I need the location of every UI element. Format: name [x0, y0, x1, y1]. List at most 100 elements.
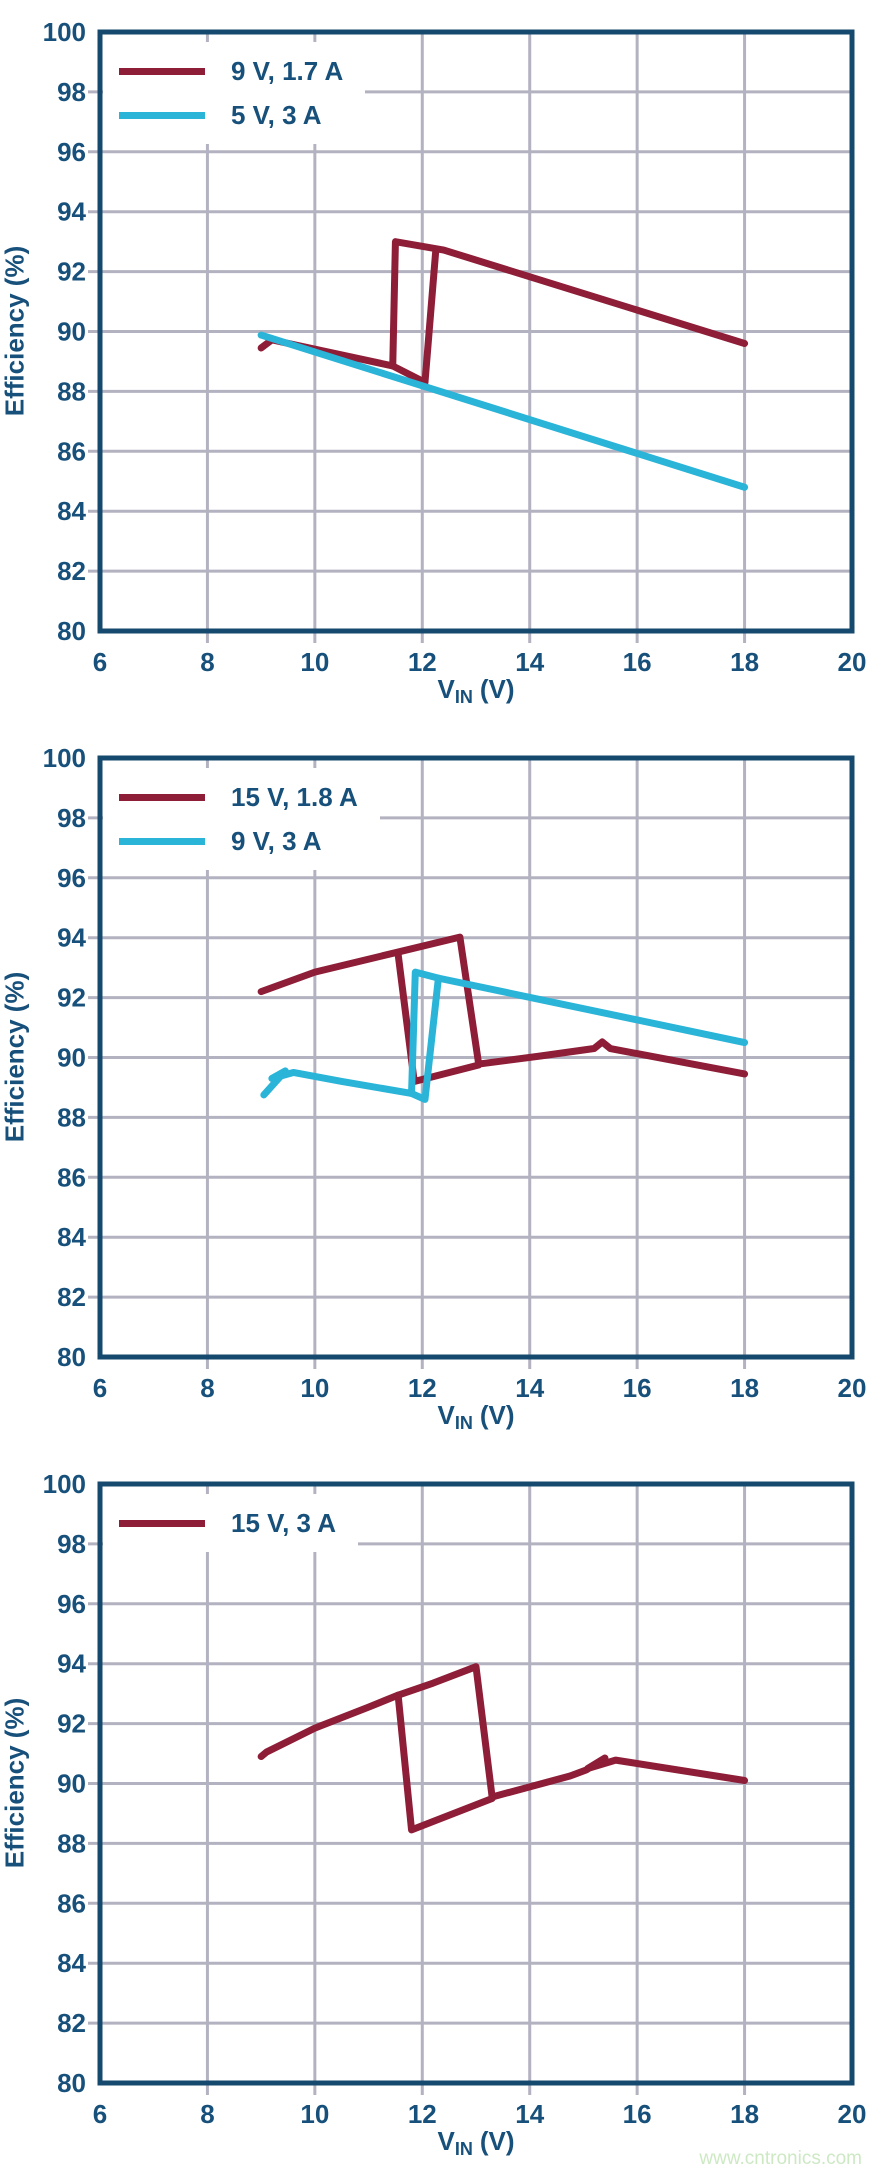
legend-label: 5 V, 3 A	[231, 99, 322, 130]
x-tick-label: 14	[515, 2099, 544, 2129]
chart-1-plot: 80 82 84 86 88 90 92 94 96 98 100 6 8 10 12 14 16 18 20	[43, 17, 867, 677]
x-tick-label: 10	[300, 1373, 329, 1403]
x-tick-label: 20	[838, 647, 867, 677]
y-tick-label: 86	[57, 1162, 86, 1192]
y-tick-label: 96	[57, 863, 86, 893]
x-tick-label: 18	[730, 2099, 759, 2129]
x-axis-label-main: V	[437, 2126, 455, 2156]
x-axis-label-main: V	[437, 674, 455, 704]
series-line	[408, 974, 442, 1103]
x-tick-label: 12	[408, 1373, 437, 1403]
chart-3-plot: 80 82 84 86 88 90 92 94 96 98 100 6 8 10 12 14 16 18 20	[43, 1469, 867, 2129]
x-axis-label-sub: IN	[454, 2139, 473, 2159]
x-tick-label: 20	[838, 2099, 867, 2129]
legend-swatch-red	[119, 67, 205, 75]
watermark: www.cntronics.com	[699, 2148, 862, 2169]
series-line	[389, 238, 749, 370]
y-tick-label: 94	[57, 923, 86, 953]
x-tick-label: 6	[93, 1373, 107, 1403]
series-line	[257, 933, 749, 1078]
plot-border	[97, 1481, 855, 2086]
x-tick-label: 8	[200, 647, 214, 677]
legend-label: 9 V, 3 A	[231, 825, 322, 856]
legend-item: 9 V, 3 A	[119, 820, 358, 862]
legend-swatch-red	[119, 793, 205, 801]
y-tick-label: 94	[57, 197, 86, 227]
x-tick-label: 14	[515, 1373, 544, 1403]
y-tick-label: 92	[57, 1709, 86, 1739]
y-tick-label: 92	[57, 983, 86, 1013]
x-tick-label: 16	[623, 647, 652, 677]
y-axis-label: Efficiency (%)	[0, 971, 30, 1143]
y-axis-label: Efficiency (%)	[0, 1697, 30, 1869]
legend-swatch-cyan	[119, 111, 205, 119]
x-tick-label: 12	[408, 647, 437, 677]
x-tick-label: 14	[515, 647, 544, 677]
chart-2: 80 82 84 86 88 90 92 94 96 98 100 6 8 10 12 14 16 18 20 Ef…	[0, 726, 875, 1452]
x-tick-label: 6	[93, 647, 107, 677]
plot-border	[97, 755, 855, 1360]
chart-3: 80 82 84 86 88 90 92 94 96 98 100 6 8 10 12 14 16 18 20 Ef…	[0, 1452, 875, 2178]
y-tick-label: 84	[57, 496, 86, 526]
x-tick-label: 18	[730, 647, 759, 677]
y-tick-label: 86	[57, 1888, 86, 1918]
y-tick-label: 88	[57, 1828, 86, 1858]
legend: 15 V, 1.8 A 9 V, 3 A	[103, 768, 380, 870]
x-axis-label: VIN (V)	[437, 674, 514, 708]
y-tick-label: 90	[57, 317, 86, 347]
legend-item: 9 V, 1.7 A	[119, 50, 343, 92]
series-line	[260, 968, 749, 1099]
y-tick-label: 88	[57, 376, 86, 406]
legend-label: 15 V, 3 A	[231, 1507, 337, 1538]
legend-item: 15 V, 3 A	[119, 1502, 336, 1544]
y-tick-label: 80	[57, 616, 86, 646]
legend-label: 15 V, 1.8 A	[231, 781, 358, 812]
plot-border	[97, 29, 855, 634]
x-tick-label: 10	[300, 2099, 329, 2129]
y-tick-label: 100	[43, 1469, 86, 1499]
x-tick-label: 8	[200, 1373, 214, 1403]
x-axis-label-sub: IN	[454, 1413, 473, 1433]
x-axis-label-sub: IN	[454, 687, 473, 707]
legend-item: 5 V, 3 A	[119, 94, 343, 136]
y-tick-label: 86	[57, 436, 86, 466]
y-tick-label: 98	[57, 77, 86, 107]
y-tick-label: 94	[57, 1649, 86, 1679]
legend: 15 V, 3 A	[103, 1494, 359, 1552]
series-line	[394, 1691, 496, 1834]
y-tick-label: 82	[57, 1282, 86, 1312]
x-tick-label: 10	[300, 647, 329, 677]
y-tick-label: 90	[57, 1769, 86, 1799]
legend-swatch-cyan	[119, 837, 205, 845]
y-tick-label: 82	[57, 2008, 86, 2038]
chart-2-plot: 80 82 84 86 88 90 92 94 96 98 100 6 8 10 12 14 16 18 20	[43, 743, 867, 1403]
x-tick-label: 12	[408, 2099, 437, 2129]
y-tick-label: 100	[43, 743, 86, 773]
x-tick-label: 8	[200, 2099, 214, 2129]
legend-item: 15 V, 1.8 A	[119, 776, 358, 818]
chart-1: 80 82 84 86 88 90 92 94 96 98 100 6 8 10 12 14 16 18 20 Ef…	[0, 0, 875, 726]
legend-swatch-red	[119, 1519, 205, 1527]
y-tick-label: 92	[57, 257, 86, 287]
y-tick-label: 98	[57, 803, 86, 833]
x-tick-label: 6	[93, 2099, 107, 2129]
y-tick-label: 100	[43, 17, 86, 47]
y-tick-label: 96	[57, 137, 86, 167]
legend-label: 9 V, 1.7 A	[231, 55, 344, 86]
x-axis-label: VIN (V)	[437, 1400, 514, 1434]
y-tick-label: 80	[57, 1342, 86, 1372]
x-axis-label-main: V	[437, 1400, 455, 1430]
y-tick-label: 84	[57, 1222, 86, 1252]
x-tick-label: 16	[623, 2099, 652, 2129]
x-tick-label: 20	[838, 1373, 867, 1403]
x-axis-label-unit: (V)	[479, 1400, 515, 1430]
y-tick-label: 82	[57, 556, 86, 586]
x-tick-label: 16	[623, 1373, 652, 1403]
legend: 9 V, 1.7 A 5 V, 3 A	[103, 42, 366, 144]
y-tick-label: 84	[57, 1948, 86, 1978]
y-axis-label: Efficiency (%)	[0, 245, 30, 417]
series-line	[257, 331, 749, 491]
x-axis-label-unit: (V)	[479, 2126, 515, 2156]
series-line	[257, 1663, 749, 1801]
x-axis-label: VIN (V)	[437, 2126, 514, 2160]
